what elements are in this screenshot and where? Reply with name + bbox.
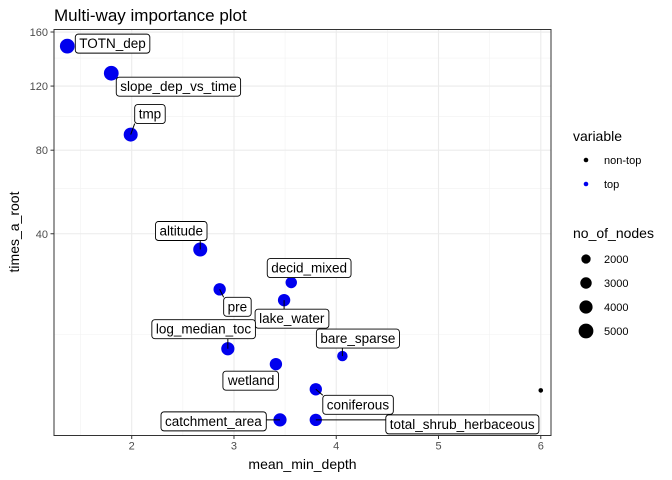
data-label: log_median_toc xyxy=(151,319,256,340)
data-label-box xyxy=(115,76,242,97)
y-tick-label: 80 xyxy=(36,145,48,157)
data-point xyxy=(103,65,119,81)
data-label: slope_dep_vs_time xyxy=(115,76,242,97)
data-point xyxy=(269,357,283,371)
data-label: lake_water xyxy=(254,308,330,329)
data-label-text: total_shrub_herbaceous xyxy=(390,417,535,432)
x-tick-label: 2 xyxy=(129,441,135,453)
data-label-box xyxy=(223,296,252,317)
data-label-text: decid_mixed xyxy=(271,261,347,276)
legend-size-key xyxy=(580,277,592,289)
data-label: TOTN_dep xyxy=(74,33,151,54)
data-label-text: TOTN_dep xyxy=(79,36,146,51)
legend-color-key xyxy=(583,157,589,163)
y-tick-label: 40 xyxy=(36,229,48,241)
data-label-box xyxy=(160,411,267,432)
data-label-box xyxy=(74,33,151,54)
data-label-text: bare_sparse xyxy=(320,331,395,346)
data-label-text: slope_dep_vs_time xyxy=(120,79,236,94)
data-label-connector xyxy=(130,123,136,135)
axes: 2 3 4 5 6 40 80 120 160 xyxy=(30,27,544,452)
x-tick-label: 6 xyxy=(538,441,544,453)
data-label: catchment_area xyxy=(160,411,267,432)
data-label: pre xyxy=(223,296,252,317)
data-label-connector xyxy=(219,289,225,298)
legend-size-label: 5000 xyxy=(604,326,628,338)
legend-size-title: no_of_nodes xyxy=(573,225,654,241)
legend-size-label: 2000 xyxy=(604,254,628,266)
y-axis-title: times_a_root xyxy=(6,191,22,272)
legend-size-key xyxy=(581,254,591,264)
data-label: total_shrub_herbaceous xyxy=(385,414,540,435)
data-label-box xyxy=(254,308,330,329)
data-label-box xyxy=(322,394,394,415)
x-axis-title: mean_min_depth xyxy=(248,456,356,472)
data-label-connector xyxy=(315,388,324,396)
legend-color-items: non-top top xyxy=(583,155,641,191)
data-label-box xyxy=(134,104,166,125)
legend-size-key xyxy=(578,323,594,339)
y-tick-label: 120 xyxy=(30,81,48,93)
chart-title: Multi-way importance plot xyxy=(54,6,247,25)
data-label: decid_mixed xyxy=(266,258,352,278)
y-tick-label: 160 xyxy=(30,27,48,39)
legend-color-title: variable xyxy=(573,128,622,144)
data-label-box xyxy=(155,221,208,241)
data-label-text: altitude xyxy=(159,224,203,239)
legend-color-label: top xyxy=(604,179,619,191)
data-point xyxy=(538,388,544,393)
legend-color-key xyxy=(583,181,589,187)
data-label: coniferous xyxy=(322,394,394,415)
data-point xyxy=(285,276,297,289)
x-tick-label: 4 xyxy=(333,441,339,453)
legend-size-key xyxy=(579,300,593,314)
data-label-box xyxy=(266,258,352,278)
data-label-text: wetland xyxy=(227,373,275,388)
data-label-box xyxy=(222,370,279,391)
data-label-box xyxy=(151,319,256,340)
data-label-text: coniferous xyxy=(327,397,390,412)
x-tick-label: 3 xyxy=(231,441,237,453)
data-label-box xyxy=(385,414,540,435)
data-point xyxy=(337,350,348,362)
legend-size-label: 3000 xyxy=(604,278,628,290)
data-label: wetland xyxy=(222,370,279,391)
data-label-text: lake_water xyxy=(259,311,325,326)
x-tick-label: 5 xyxy=(435,441,441,453)
legend-color-label: non-top xyxy=(604,155,641,167)
panel-border xyxy=(53,29,552,436)
data-label: tmp xyxy=(134,104,166,125)
legend-size-items: 2000 3000 4000 5000 xyxy=(578,254,628,339)
data-label: altitude xyxy=(155,221,208,241)
legend-size-label: 4000 xyxy=(604,302,628,314)
data-label-box xyxy=(315,328,400,349)
data-label-text: log_median_toc xyxy=(156,322,252,337)
legend: variable no_of_nodes non-top top 2000 3000… xyxy=(573,128,654,339)
data-label: bare_sparse xyxy=(315,328,400,349)
data-point xyxy=(59,38,75,54)
data-label-text: pre xyxy=(228,299,248,314)
data-label-text: tmp xyxy=(139,107,162,122)
data-label-text: catchment_area xyxy=(165,414,262,429)
